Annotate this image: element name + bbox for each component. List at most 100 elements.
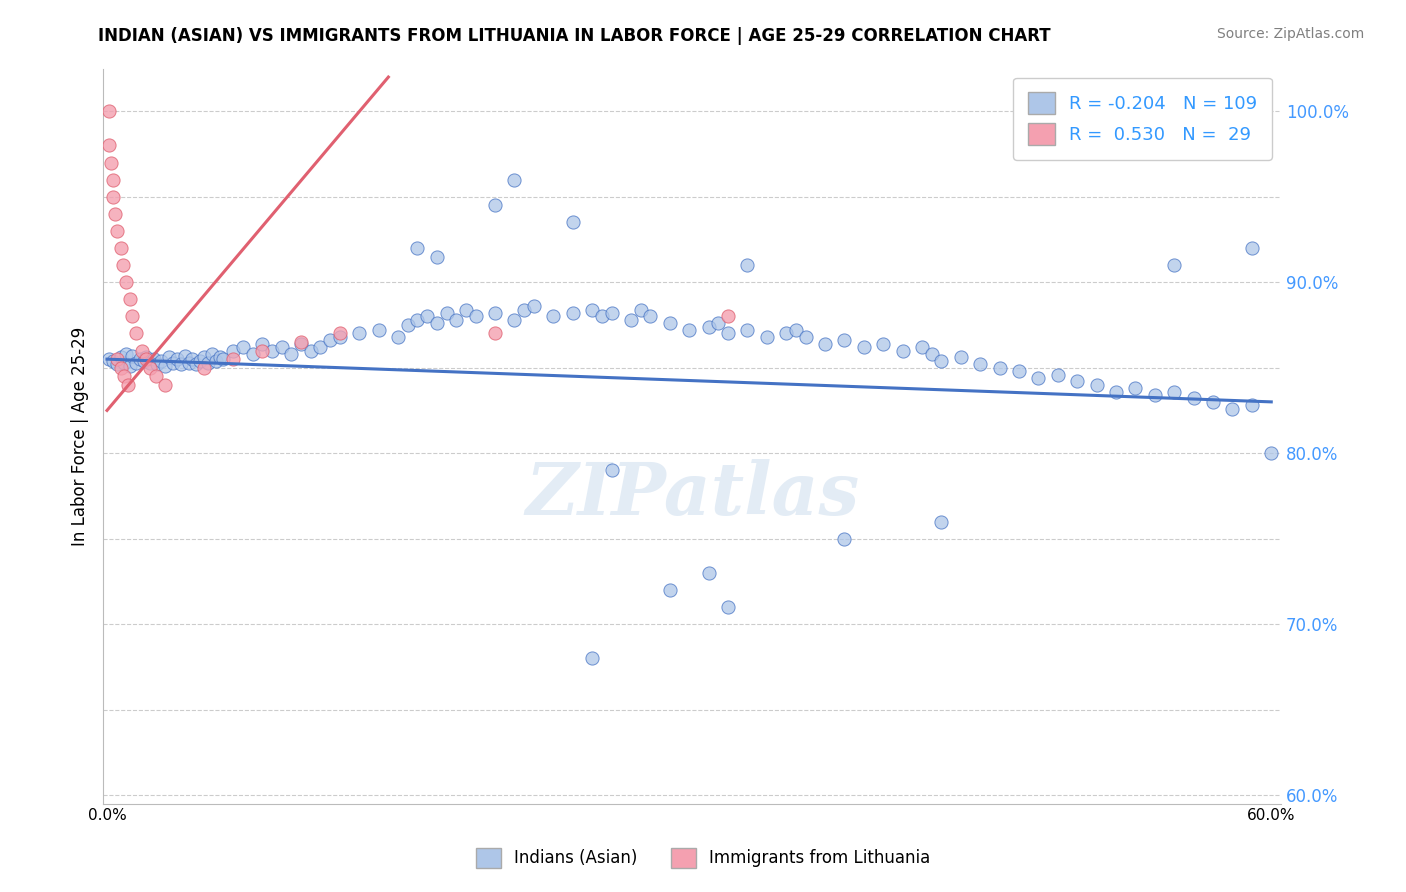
Point [367,323,389,337]
Point [309,340,332,354]
Point [117,377,139,392]
Legend: Indians (Asian), Immigrants from Lithuania: Indians (Asian), Immigrants from Lithuan… [470,841,936,875]
Point [242,347,264,361]
Point [426,316,449,330]
Point [446,313,468,327]
Point [232,340,254,354]
Point [387,330,409,344]
Point [1222,401,1244,416]
Point [484,306,506,320]
Point [97,352,120,367]
Point [755,330,778,344]
Point [100,155,122,169]
Point [658,582,681,597]
Point [717,326,740,341]
Point [1260,446,1282,460]
Point [146,357,169,371]
Point [173,349,195,363]
Point [1202,395,1225,409]
Point [193,351,215,365]
Point [561,215,583,229]
Point [658,316,681,330]
Point [678,323,700,337]
Point [170,357,193,371]
Point [101,172,124,186]
Point [969,357,991,371]
Point [129,352,152,367]
Point [105,352,128,367]
Point [707,316,730,330]
Point [775,326,797,341]
Point [270,340,292,354]
Point [1066,375,1088,389]
Point [911,340,934,354]
Text: INDIAN (ASIAN) VS IMMIGRANTS FROM LITHUANIA IN LABOR FORCE | AGE 25-29 CORRELATI: INDIAN (ASIAN) VS IMMIGRANTS FROM LITHUA… [98,27,1052,45]
Point [121,349,143,363]
Point [416,310,439,324]
Point [299,343,322,358]
Point [349,326,371,341]
Text: ZIPatlas: ZIPatlas [524,459,859,531]
Point [630,302,652,317]
Point [114,369,136,384]
Point [120,293,142,307]
Point [600,463,623,477]
Point [513,302,536,317]
Legend: R = -0.204   N = 109, R =  0.530   N =  29: R = -0.204 N = 109, R = 0.530 N = 29 [1014,78,1272,160]
Point [115,347,138,361]
Point [1125,381,1147,395]
Point [931,515,953,529]
Point [814,336,837,351]
Point [290,334,312,349]
Point [523,299,546,313]
Point [212,352,235,367]
Point [503,313,526,327]
Point [717,600,740,615]
Point [697,319,720,334]
Point [834,532,856,546]
Point [406,241,429,255]
Point [737,258,759,272]
Point [188,354,211,368]
Point [252,336,274,351]
Point [135,352,157,367]
Point [114,355,136,369]
Point [620,313,643,327]
Point [1085,377,1108,392]
Point [329,330,352,344]
Point [193,360,215,375]
Point [135,351,157,365]
Point [110,351,132,365]
Point [1240,241,1263,255]
Point [561,306,583,320]
Point [319,334,342,348]
Point [120,359,142,373]
Point [949,351,972,365]
Point [177,355,200,369]
Point [454,302,477,317]
Point [204,354,226,368]
Point [280,347,302,361]
Point [104,207,127,221]
Point [988,360,1011,375]
Point [1182,392,1205,406]
Point [581,651,603,665]
Point [138,360,160,375]
Point [1028,371,1050,385]
Point [1143,388,1166,402]
Point [396,318,419,332]
Point [543,310,565,324]
Point [591,310,613,324]
Point [426,250,449,264]
Point [872,336,894,351]
Point [1105,384,1128,399]
Point [197,355,219,369]
Point [1163,258,1185,272]
Point [201,347,224,361]
Point [834,334,856,348]
Point [290,336,312,351]
Point [157,351,180,365]
Point [464,310,486,324]
Point [260,343,283,358]
Point [717,310,740,324]
